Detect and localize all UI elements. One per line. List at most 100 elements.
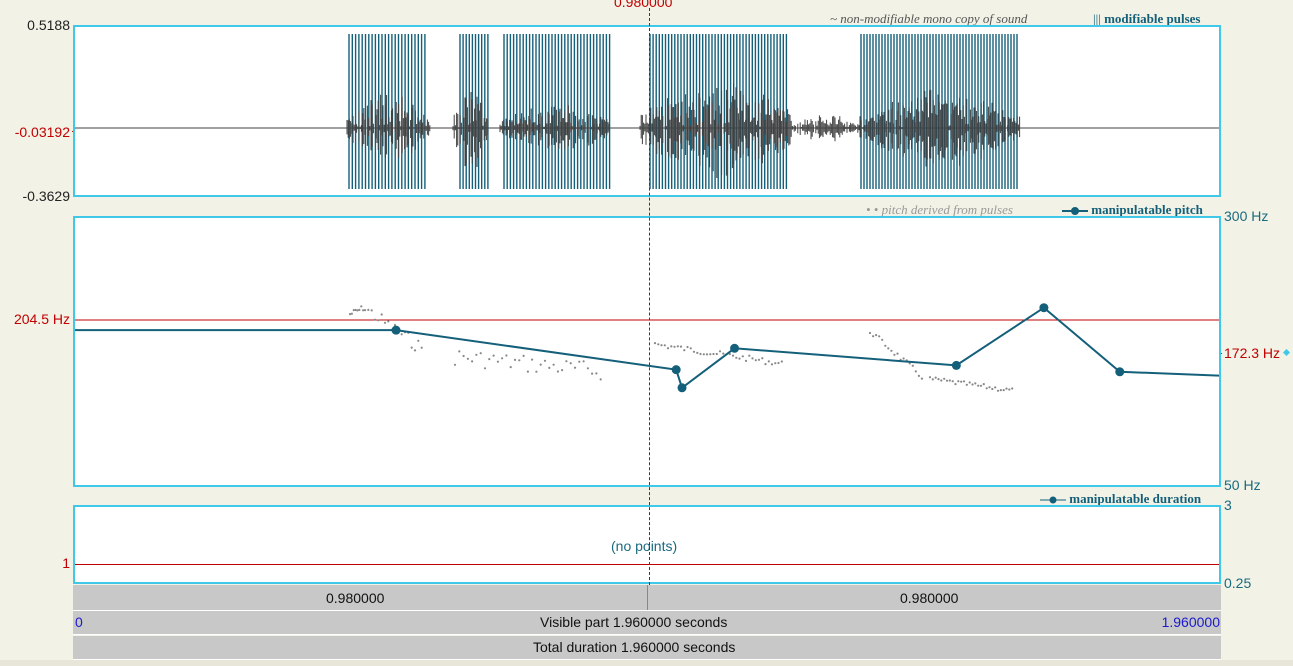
derived-pitch-dot — [400, 333, 403, 336]
visible-start: 0 — [75, 614, 83, 630]
derived-pitch-dot — [561, 369, 564, 372]
pitch-svg — [75, 303, 1219, 393]
derived-pitch-dot — [962, 380, 966, 383]
duration-reference-line — [75, 564, 1219, 565]
derived-pitch-dot — [902, 357, 905, 360]
derived-pitch-dot — [754, 359, 757, 362]
duration-y-left-value: 1 — [62, 555, 70, 571]
derived-pitch-dot — [582, 360, 585, 363]
waveform-segment — [499, 105, 610, 150]
derived-pitch-dot — [462, 354, 465, 358]
derived-pitch-dot — [709, 353, 712, 356]
selection-bar[interactable]: 0.980000 0.980000 — [73, 585, 1221, 611]
derived-pitch-dot — [954, 383, 957, 386]
derived-pitch-dot — [689, 347, 692, 350]
derived-pitch-dot — [974, 382, 977, 385]
visible-part-label: Visible part 1.960000 seconds — [540, 614, 728, 630]
pulses-legend: ||| modifiable pulses — [1093, 11, 1201, 27]
derived-pitch-dot — [908, 362, 911, 365]
derived-pitch-dot — [531, 358, 534, 361]
derived-pitch-dot — [670, 345, 673, 348]
sound-y-mid: -0.03192 — [14, 124, 70, 140]
derived-pitch-dot — [722, 352, 725, 355]
derived-pitch-dot — [417, 339, 420, 342]
derived-pitch-dot — [354, 308, 357, 312]
derived-pitch-dot — [878, 335, 881, 338]
manip-pitch-label: manipulatable pitch — [1091, 202, 1203, 217]
derived-pitch-dot — [586, 367, 589, 370]
derived-pitch-dot — [996, 389, 1000, 392]
derived-pitch-dot — [777, 361, 780, 365]
derived-pitch-dot — [356, 309, 359, 312]
derived-pitch-dot — [960, 380, 963, 383]
derived-pitch-dot — [928, 376, 932, 379]
derived-pitch-dot — [413, 349, 417, 352]
derived-pitch-dot — [679, 345, 683, 348]
derived-pitch-dot — [358, 308, 361, 311]
derived-pitch-dot — [951, 380, 954, 383]
derived-pitch-dot — [599, 378, 602, 381]
duration-panel[interactable]: (no points) — [73, 505, 1221, 584]
derived-pitch-dot — [735, 356, 738, 359]
derived-pitch-dot — [911, 364, 914, 367]
pitch-point — [730, 343, 740, 353]
derived-pitch-dot — [552, 363, 555, 366]
derived-pitch-dot — [957, 380, 960, 383]
cursor-line[interactable] — [649, 8, 650, 585]
derived-pitch-dot — [890, 349, 893, 352]
pitch-right-marker-icon — [1282, 348, 1291, 357]
derived-pitch-dot — [686, 345, 689, 349]
duration-empty-text: (no points) — [611, 538, 678, 554]
derived-pitch-dot — [991, 387, 994, 391]
pulses-glyph: ||| — [1093, 11, 1101, 26]
derived-pitch-dot — [657, 343, 660, 346]
derived-pitch-dot — [934, 376, 937, 379]
derived-pitch-dot — [653, 342, 657, 345]
derived-pitch-dot — [977, 384, 980, 387]
sound-y-top: 0.5188 — [27, 17, 70, 33]
derived-pitch-dot — [979, 384, 983, 387]
derived-pitch-dot — [492, 354, 495, 357]
derived-pitch-dot — [458, 350, 461, 353]
cursor-time-label: 0.980000 — [614, 0, 673, 10]
pulses-legend-label: modifiable pulses — [1104, 11, 1201, 26]
derived-pitch-dot — [971, 383, 974, 386]
derived-pitch-glyph: • • — [866, 202, 879, 217]
derived-pitch-dot — [780, 360, 783, 363]
derived-pitch-dot — [483, 367, 487, 370]
derived-pitch-dot — [479, 352, 482, 355]
visible-part-bar[interactable]: 0 Visible part 1.960000 seconds 1.960000 — [73, 611, 1221, 635]
derived-pitch-dot — [945, 379, 949, 382]
derived-pitch-dot — [453, 363, 457, 366]
pitch-y-top: 300 Hz — [1224, 208, 1269, 224]
derived-pitch-dots — [348, 305, 1014, 392]
derived-pitch-dot — [352, 309, 355, 312]
right-segment-label[interactable]: 0.980000 — [900, 590, 959, 606]
pitch-y-left-value: 204.5 Hz — [13, 311, 70, 327]
derived-pitch-dot — [513, 358, 517, 361]
derived-pitch-dot — [748, 354, 751, 357]
duration-y-bottom: 0.25 — [1224, 575, 1252, 591]
derived-pitch-dot — [683, 349, 686, 352]
derived-pitch-dot — [715, 352, 718, 356]
derived-pitch-dot — [884, 344, 887, 347]
derived-pitch-dot — [488, 358, 491, 361]
total-duration-bar[interactable]: Total duration 1.960000 seconds — [73, 636, 1221, 660]
derived-pitch-dot — [696, 351, 699, 354]
derived-pitch-dot — [522, 354, 525, 357]
pitch-point — [677, 383, 687, 393]
pitch-panel[interactable] — [73, 216, 1221, 487]
derived-pitch-dot — [591, 372, 594, 375]
duration-y-top: 3 — [1224, 497, 1232, 513]
derived-pitch-dot — [731, 354, 735, 357]
manip-pitch-series — [75, 303, 1219, 393]
left-segment-label[interactable]: 0.980000 — [326, 590, 385, 606]
sound-panel[interactable] — [73, 25, 1221, 197]
duration-legend-label: manipulatable duration — [1069, 491, 1202, 506]
derived-pitch-dot — [380, 313, 383, 316]
derived-pitch-dot — [666, 347, 670, 350]
derived-pitch-dot — [595, 372, 598, 375]
duration-glyph-icon — [1040, 496, 1066, 504]
derived-pitch-dot — [496, 360, 499, 363]
derived-pitch-dot — [663, 344, 666, 347]
